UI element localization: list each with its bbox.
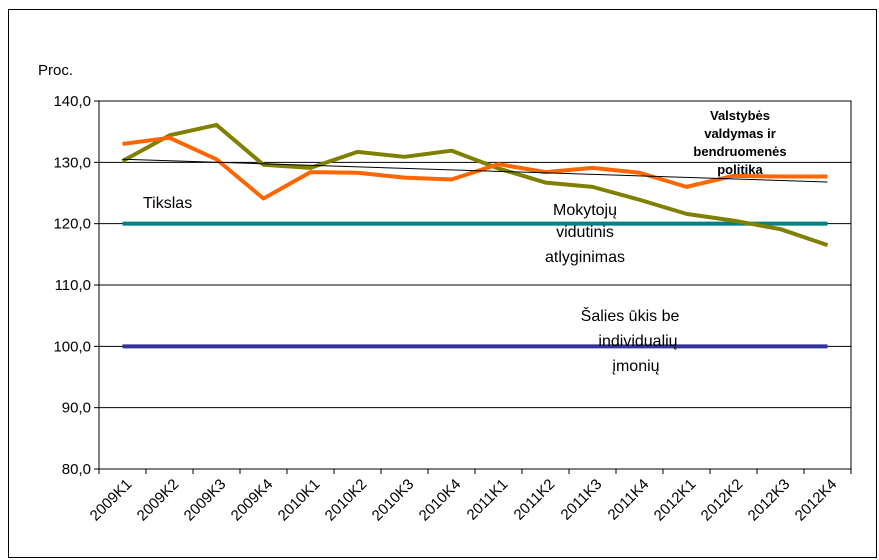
annotation-valstybes-line: politika (717, 162, 763, 177)
x-tick-label: 2011K1 (464, 476, 512, 524)
x-tick-label: 2010K4 (416, 476, 465, 525)
trendline (122, 158, 828, 183)
x-tick-label: 2011K2 (511, 476, 559, 524)
series-lines (121, 122, 829, 349)
annotation-valstybes-line: Valstybės (710, 108, 770, 123)
y-tick-label: 140,0 (53, 93, 91, 110)
series-line (122, 135, 828, 201)
x-tick-label: 2010K2 (322, 476, 371, 525)
x-tick-label: 2009K3 (181, 476, 230, 525)
annotation-valstybes-line: bendruomenės (693, 144, 786, 159)
x-tick-label: 2011K4 (605, 476, 653, 524)
annotation-mokytoju-line: atlyginimas (545, 249, 625, 266)
annotation-tikslas: Tikslas (143, 195, 192, 212)
x-tick-label: 2009K4 (228, 476, 277, 525)
y-tick-label: 110,0 (55, 277, 91, 294)
y-tick-label: 90,0 (62, 400, 91, 417)
series-line (121, 122, 829, 248)
y-tick-label: 100,0 (53, 338, 91, 355)
x-tick-labels: 2009K12009K22009K32009K42010K12010K22010… (87, 469, 852, 525)
annotation-mokytoju-line: Mokytojų (553, 202, 617, 219)
x-tick-label: 2010K3 (369, 476, 418, 525)
x-tick-label: 2009K2 (134, 476, 183, 525)
y-tick-label: 80,0 (62, 461, 91, 478)
y-tick-label: 130,0 (53, 154, 91, 171)
x-tick-label: 2012K3 (745, 476, 794, 525)
y-tick-label: 120,0 (53, 216, 91, 233)
x-tick-label: 2012K2 (698, 476, 747, 525)
annotation-valstybes: Valstybės valdymas ir bendruomenės polit… (693, 108, 786, 177)
x-tick-label: 2012K1 (651, 476, 700, 525)
annotation-salies-line: individualių (598, 333, 677, 350)
annotation-mokytoju-line: vidutinis (556, 224, 614, 241)
x-tick-label: 2011K3 (558, 476, 606, 524)
x-tick-label: 2009K1 (87, 476, 136, 525)
y-axis-label: Proc. (38, 62, 73, 79)
annotation-salies-line: Šalies ūkis be (581, 306, 680, 325)
annotation-salies: Šalies ūkis be individualių įmonių (581, 306, 680, 375)
annotation-salies-line: įmonių (612, 358, 659, 375)
y-tick-labels: 80,0 90,0 100,0 110,0 120,0 130,0 140,0 (53, 93, 99, 478)
x-tick-label: 2010K1 (275, 476, 324, 525)
annotation-valstybes-line: valdymas ir (704, 126, 776, 141)
annotation-mokytoju: Mokytojų vidutinis atlyginimas (545, 202, 625, 266)
x-tick-label: 2012K4 (792, 476, 841, 525)
gridlines (99, 161, 851, 409)
